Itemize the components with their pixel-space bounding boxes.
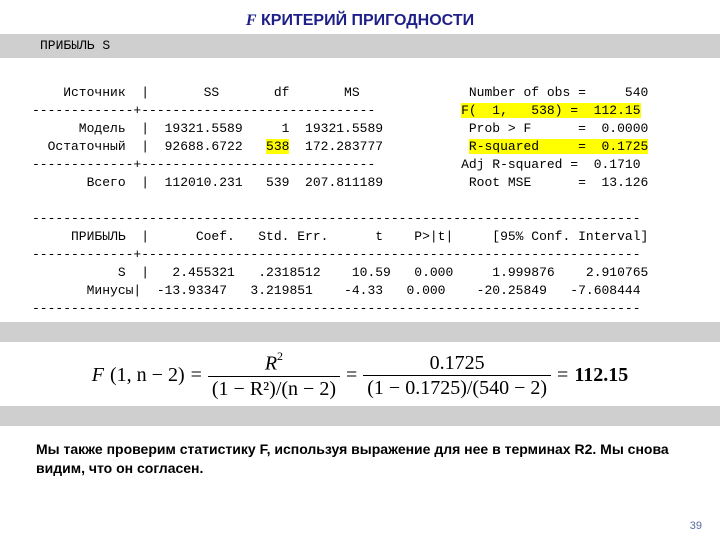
formula-eq-2: = bbox=[346, 364, 357, 387]
formula-eq-1: = bbox=[191, 364, 202, 387]
anova-total-line: Всего | 112010.231 539 207.811189 Root M… bbox=[32, 175, 648, 190]
anova-divider-mid: -------------+--------------------------… bbox=[32, 157, 641, 172]
formula-block: F (1, n − 2) = R2 (1 − R²)/(n − 2) = 0.1… bbox=[0, 342, 720, 406]
coef-header: ПРИБЫЛЬ | Coef. Std. Err. t P>|t| [95% C… bbox=[32, 229, 648, 244]
resid-df-highlight: 538 bbox=[266, 139, 289, 154]
formula-F: F bbox=[92, 364, 104, 387]
separator-band-2 bbox=[0, 406, 720, 426]
regression-output: Источник | SS df MS Number of obs = 540 … bbox=[0, 58, 720, 322]
anova-source-header: Источник | SS df MS Number of obs = 540 bbox=[32, 85, 648, 100]
formula-den1: (1 − R²)/(n − 2) bbox=[208, 376, 340, 400]
formula-num2: 0.1725 bbox=[426, 352, 489, 375]
formula-num1-sup: 2 bbox=[277, 349, 283, 363]
formula-frac-2: 0.1725 (1 − 0.1725)/(540 − 2) bbox=[363, 352, 551, 399]
formula-num1-R: R bbox=[265, 353, 277, 375]
reg-command-label: ПРИБЫЛЬ S bbox=[32, 34, 118, 58]
title-rest: КРИТЕРИЙ ПРИГОДНОСТИ bbox=[257, 12, 475, 29]
slide-title: F КРИТЕРИЙ ПРИГОДНОСТИ bbox=[0, 0, 720, 34]
anova-resid-after: 172.283777 bbox=[289, 139, 468, 154]
coef-s-line: S | 2.455321 .2318512 10.59 0.000 1.9998… bbox=[32, 265, 648, 280]
formula-result: 112.15 bbox=[574, 364, 628, 387]
caption-text: Мы также проверим статистику F, использу… bbox=[0, 426, 720, 478]
f-stat-highlight: F( 1, 538) = 112.15 bbox=[461, 103, 640, 118]
coef-cons-line: Минусы| -13.93347 3.219851 -4.33 0.000 -… bbox=[32, 283, 641, 298]
title-f-letter: F bbox=[246, 12, 257, 29]
coef-rule-bottom: ----------------------------------------… bbox=[32, 301, 641, 316]
formula-eq-3: = bbox=[557, 364, 568, 387]
page-number: 39 bbox=[690, 520, 702, 532]
coef-rule-mid: -------------+--------------------------… bbox=[32, 247, 641, 262]
formula-args-1: (1, n − 2) bbox=[110, 364, 185, 387]
anova-model-line: Модель | 19321.5589 1 19321.5589 Prob > … bbox=[32, 121, 648, 136]
anova-resid-lhs: Остаточный | 92688.6722 bbox=[32, 139, 266, 154]
formula-frac-1: R2 (1 − R²)/(n − 2) bbox=[208, 352, 340, 400]
anova-divider-top: -------------+--------------------------… bbox=[32, 103, 461, 118]
coef-rule-top: ----------------------------------------… bbox=[32, 211, 641, 226]
reg-command-banner: ПРИБЫЛЬ S bbox=[0, 34, 720, 58]
formula-den2: (1 − 0.1725)/(540 − 2) bbox=[363, 375, 551, 399]
separator-band-1 bbox=[0, 322, 720, 342]
rsquared-highlight: R-squared = 0.1725 bbox=[469, 139, 648, 154]
